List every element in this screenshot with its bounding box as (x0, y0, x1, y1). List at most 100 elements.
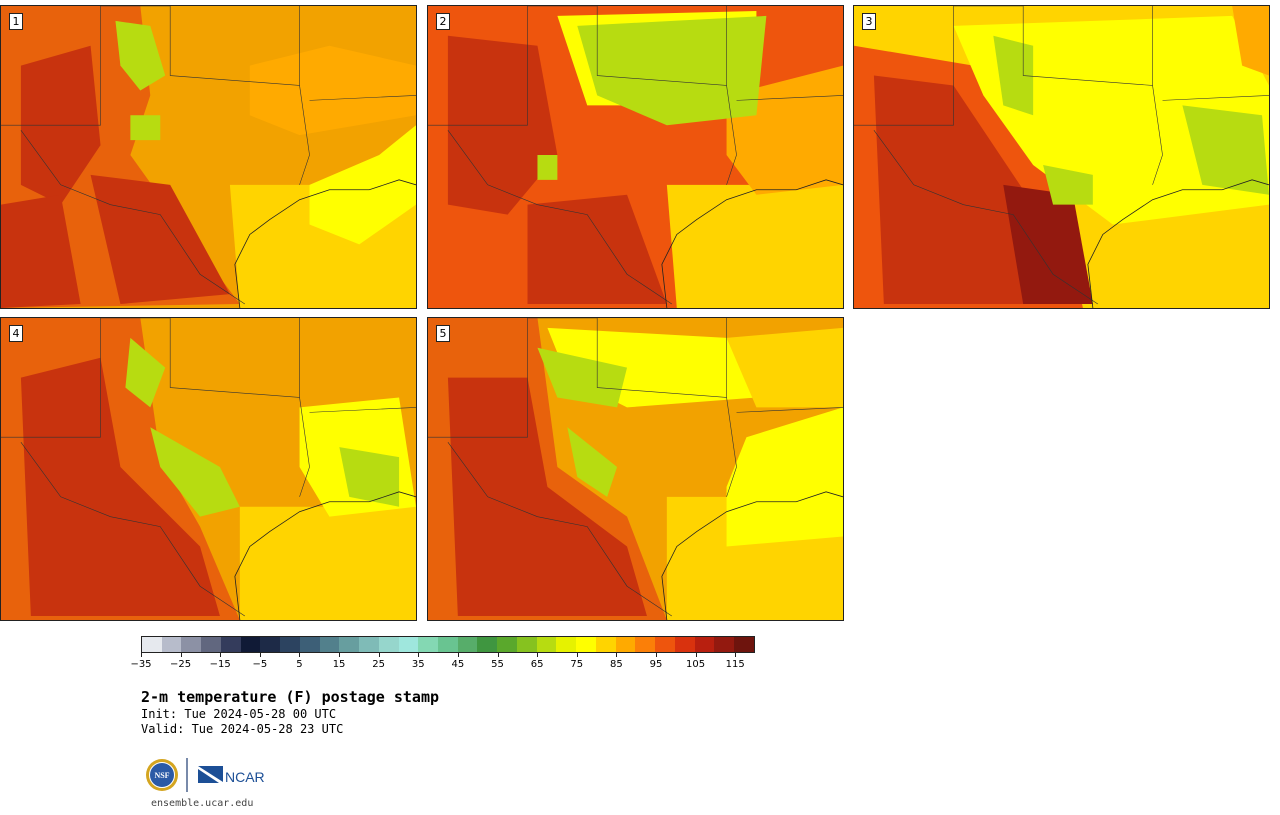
state-border-line (736, 407, 843, 413)
temperature-region (150, 427, 240, 517)
colorbar-tick-label: −15 (209, 659, 231, 670)
state-border-line (447, 130, 672, 305)
state-border-line (299, 85, 310, 185)
state-border-line (20, 442, 245, 617)
temperature-region (527, 194, 667, 305)
colorbar-tick (180, 653, 182, 657)
colorbar-swatch (161, 637, 182, 652)
colorbar-swatch (556, 637, 577, 652)
coastline (661, 179, 843, 308)
colorbar-tick (655, 653, 657, 657)
colorbar-swatch (615, 637, 636, 652)
postage-stamp-panel-5: 5 (427, 317, 844, 621)
colorbar-tick-label: 85 (609, 659, 623, 670)
panel-number-label: 1 (9, 13, 23, 30)
panel-number-label: 3 (862, 13, 876, 30)
temperature-field-map (428, 318, 843, 620)
colorbar-tick (418, 653, 420, 657)
state-border-line (1, 6, 101, 126)
colorbar-tick-label: 5 (296, 659, 303, 670)
colorbar-swatch (576, 637, 596, 652)
colorbar-tick-label: 45 (451, 659, 465, 670)
temperature-colorbar (141, 636, 755, 653)
state-border-line (299, 397, 310, 497)
colorbar-tick (616, 653, 618, 657)
svg-text:NSF: NSF (154, 771, 169, 780)
init-time: Init: Tue 2024-05-28 00 UTC (141, 707, 337, 721)
colorbar-swatch (694, 637, 715, 652)
state-border-line (873, 130, 1098, 305)
colorbar-tick-label: 105 (686, 659, 706, 670)
state-border-line (527, 318, 727, 398)
nsf-logo-icon: NSF (146, 759, 178, 791)
state-border-line (309, 95, 416, 101)
temperature-region (726, 327, 843, 408)
temperature-region (567, 427, 618, 497)
colorbar-tick-label: 25 (372, 659, 386, 670)
coastline (234, 179, 416, 308)
colorbar-tick (695, 653, 697, 657)
coastline (1087, 179, 1269, 308)
colorbar-tick (220, 653, 222, 657)
state-border-line (1152, 85, 1163, 185)
colorbar-swatch (339, 637, 360, 652)
website-url: ensemble.ucar.edu (151, 798, 254, 809)
svg-text:NCAR: NCAR (225, 769, 265, 785)
state-border-line (428, 6, 528, 126)
colorbar-swatch (635, 637, 656, 652)
colorbar-tick-label: −5 (252, 659, 268, 670)
colorbar-tick-label: 115 (725, 659, 745, 670)
temperature-region (249, 45, 416, 136)
colorbar-swatch (536, 637, 557, 652)
state-border-line (736, 95, 843, 101)
panel-number-label: 5 (436, 325, 450, 342)
coastline (661, 491, 843, 620)
colorbar-swatch (240, 637, 261, 652)
colorbar-tick-label: 15 (332, 659, 346, 670)
colorbar-swatch (359, 637, 379, 652)
state-border-line (854, 6, 954, 126)
temperature-region (1043, 164, 1093, 205)
state-border-line (726, 85, 737, 185)
colorbar-tick (576, 653, 578, 657)
colorbar-swatch (398, 637, 419, 652)
colorbar-swatch (497, 637, 517, 652)
temperature-region (1182, 105, 1269, 195)
panel-number-label: 2 (436, 13, 450, 30)
colorbar-tick-label: 75 (570, 659, 584, 670)
colorbar-tick (339, 653, 341, 657)
colorbar-tick-label: 95 (649, 659, 663, 670)
temperature-field-map (428, 6, 843, 308)
temperature-region (90, 174, 230, 305)
colorbar-swatch (655, 637, 675, 652)
temperature-region (1003, 184, 1093, 305)
state-border-line (309, 407, 416, 413)
temperature-region (20, 357, 220, 617)
state-border-line (100, 6, 300, 86)
temperature-region (309, 125, 416, 245)
state-border-line (1, 318, 101, 438)
temperature-region (577, 15, 767, 126)
colorbar-tick-label: 55 (491, 659, 504, 670)
temperature-region (726, 407, 843, 547)
state-border-line (527, 6, 727, 86)
colorbar-swatch (714, 637, 735, 652)
temperature-region (125, 337, 166, 408)
colorbar-swatch (319, 637, 340, 652)
ncar-logo-icon: NCAR (198, 766, 265, 785)
panel-number-label: 4 (9, 325, 23, 342)
colorbar-ticks: −35 −25 −15 −5 5 15 25 35 45 55 65 75 85 95 105 115 (130, 653, 755, 673)
valid-time: Valid: Tue 2024-05-28 23 UTC (141, 722, 344, 736)
state-border-line (1162, 95, 1269, 101)
coastline (234, 491, 416, 620)
colorbar-tick (141, 653, 142, 657)
colorbar-swatch (674, 637, 695, 652)
temperature-region (339, 447, 400, 507)
postage-stamp-panel-4: 4 (0, 317, 417, 621)
colorbar-tick (537, 653, 539, 657)
temperature-region (537, 155, 558, 180)
state-border-line (726, 397, 737, 497)
colorbar-swatch (457, 637, 478, 652)
temperature-region (130, 115, 161, 141)
colorbar-swatch (260, 637, 281, 652)
